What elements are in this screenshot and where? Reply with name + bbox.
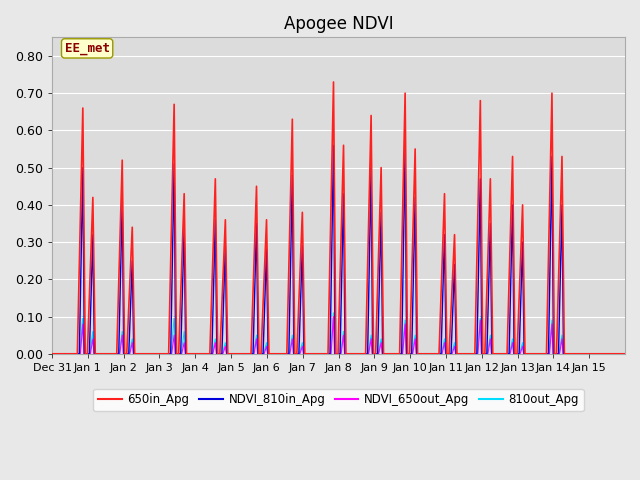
Legend: 650in_Apg, NDVI_810in_Apg, NDVI_650out_Apg, 810out_Apg: 650in_Apg, NDVI_810in_Apg, NDVI_650out_A… [93,389,584,411]
Text: EE_met: EE_met [65,42,109,55]
Title: Apogee NDVI: Apogee NDVI [284,15,394,33]
